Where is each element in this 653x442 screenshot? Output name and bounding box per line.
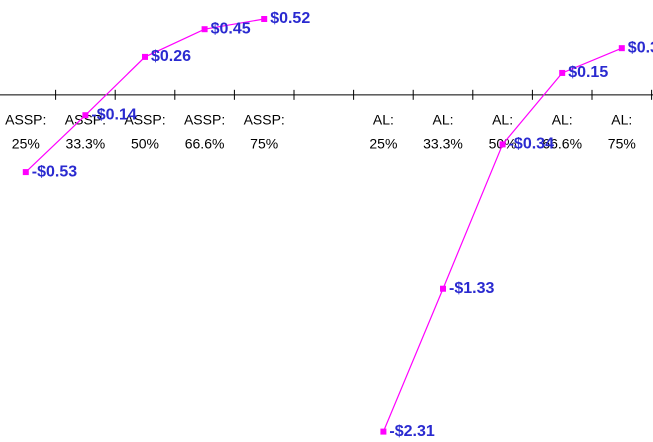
point — [82, 112, 89, 119]
x-tick-label: AL: — [373, 112, 394, 128]
point — [261, 16, 268, 22]
point — [499, 141, 506, 148]
x-tick-label: ASSP: — [244, 112, 285, 128]
data-label: -$0.53 — [32, 163, 77, 180]
x-tick-label: 33.3% — [423, 136, 463, 152]
x-tick-label: 66.6% — [542, 136, 582, 152]
x-tick-label: ASSP: — [5, 112, 46, 128]
point — [201, 26, 208, 33]
x-tick-label: 75% — [250, 136, 278, 152]
x-tick-label: 66.6% — [185, 136, 225, 152]
data-label: $0.32 — [628, 39, 653, 56]
point — [380, 428, 387, 435]
data-label: -$0.14 — [91, 106, 136, 123]
point — [22, 169, 29, 176]
x-tick-label: ASSP: — [124, 112, 165, 128]
data-label: -$2.31 — [389, 423, 434, 440]
x-tick-label: ASSP: — [184, 112, 225, 128]
x-tick-label: 50% — [131, 136, 159, 152]
point — [559, 69, 566, 76]
point — [440, 285, 446, 292]
x-tick-label: AL: — [492, 112, 513, 128]
data-label: -$1.33 — [449, 280, 494, 297]
point — [618, 45, 625, 52]
data-label: -$0.34 — [509, 136, 554, 153]
data-label: $0.15 — [568, 64, 608, 81]
data-label: $0.52 — [270, 10, 310, 27]
x-tick-label: 25% — [12, 136, 40, 152]
x-tick-label: AL: — [611, 112, 632, 128]
x-tick-label: AL: — [432, 112, 453, 128]
x-tick-label: ASSP: — [65, 112, 106, 128]
x-tick-label: 33.3% — [66, 136, 106, 152]
x-tick-label: 75% — [608, 136, 636, 152]
data-label: $0.26 — [151, 48, 191, 65]
x-tick-label: 25% — [369, 136, 397, 152]
point — [142, 53, 148, 60]
series-line — [382, 47, 623, 432]
x-tick-label: AL: — [552, 112, 573, 128]
data-label: $0.45 — [211, 20, 251, 37]
